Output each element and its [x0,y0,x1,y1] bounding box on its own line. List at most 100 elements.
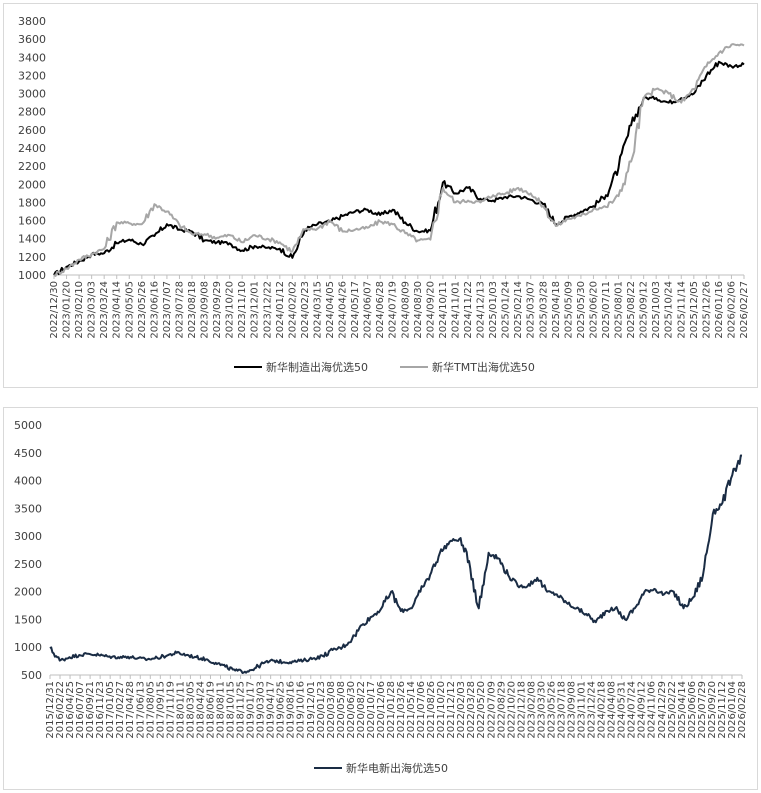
x-tick-label: 2017/06/13 [135,681,146,739]
x-tick-label: 2023/11/01 [577,681,588,739]
x-tick-label: 2024/03/15 [312,281,323,339]
x-tick-label: 2023/09/08 [567,681,578,739]
y-tick-label: 1200 [18,251,46,264]
x-tick-label: 2018/10/15 [226,681,237,739]
x-tick-label: 2023/07/28 [174,281,185,339]
x-tick-label: 2024/07/24 [627,681,638,739]
x-tick-label: 2025/06/06 [687,681,698,739]
x-tick-label: 2017/09/15 [155,681,166,739]
x-tick-label: 2023/03/03 [87,281,98,339]
x-tick-label: 2024/01/12 [275,281,286,339]
x-tick-label: 2023/09/29 [212,281,223,339]
x-tick-label: 2025/12/05 [689,281,700,339]
x-tick-label: 2023/03/30 [536,681,547,739]
series-line-1 [49,454,743,674]
legend-label: 新华电新出海优选50 [346,761,448,775]
series-line-1 [53,60,745,276]
x-tick-label: 2019/08/16 [286,681,297,739]
x-tick-label: 2024/12/29 [657,681,668,739]
x-tick-label: 2021/12/12 [446,681,457,739]
x-tick-label: 2025/12/26 [701,281,712,339]
x-tick-label: 2025/11/12 [717,681,728,739]
x-tick-label: 2020/05/08 [336,681,347,739]
x-tick-label: 2017/02/27 [115,681,126,739]
x-tick-label: 2025/09/12 [639,281,650,339]
x-tick-label: 2023/01/20 [62,281,73,339]
y-tick-label: 3600 [18,33,46,46]
x-tick-label: 2021/10/20 [436,681,447,739]
y-tick-label: 3200 [18,69,46,82]
x-tick-label: 2020/03/08 [326,681,337,739]
x-tick-label: 2023/11/10 [237,281,248,339]
y-tick-label: 1800 [18,196,46,209]
x-tick-label: 2025/02/14 [513,281,524,339]
x-tick-label: 2018/01/11 [175,681,186,739]
y-tick-label: 4500 [14,447,42,460]
y-tick-label: 2800 [18,106,46,119]
x-tick-label: 2020/08/22 [356,681,367,739]
chart-panel-2: 500 1000 1500 2000 2500 3000 3500 4000 4500 5000 2… [3,407,758,790]
x-tick-label: 2022/05/20 [476,681,487,739]
x-tick-label: 2025/09/20 [707,681,718,739]
x-tick-label: 2021/03/26 [396,681,407,739]
x-tick-label: 2021/05/14 [406,681,417,739]
x-tick-label: 2023/02/10 [74,281,85,339]
legend-label: 新华TMT出海优选50 [432,360,535,374]
x-tick-label: 2021/08/26 [426,681,437,739]
x-tick-label: 2025/07/29 [697,681,708,739]
x-tick-label: 2019/03/03 [256,681,267,739]
y-tick-label: 1000 [14,641,42,654]
x-tick-label: 2018/06/19 [205,681,216,739]
x-tick-label: 2019/06/25 [276,681,287,739]
line-chart-1: 1000 1200 1400 1600 1800 2000 2200 2400 2600 2800… [18,15,750,374]
x-tick-label: 2024/05/17 [350,281,361,339]
y-tick-label: 2000 [18,178,46,191]
x-tick-label: 2023/06/16 [149,281,160,339]
x-tick-label: 2017/01/05 [105,681,116,739]
x-tick-label: 2016/11/23 [95,681,106,739]
x-tick-label: 2025/08/22 [626,281,637,339]
y-tick-label: 3500 [14,502,42,515]
x-tick-label: 2016/07/07 [75,681,86,739]
x-tick-label: 2018/04/24 [195,681,206,739]
x-tick-label: 2022/03/28 [466,681,477,739]
y-tick-label: 2200 [18,160,46,173]
x-tick-label: 2024/05/31 [617,681,628,739]
x-tick-label: 2026/02/06 [726,281,737,339]
y-tick-label: 2500 [14,558,42,571]
y-tick-label: 3000 [18,88,46,101]
x-tick-label: 2026/01/16 [714,281,725,339]
x-tick-label: 2019/12/01 [306,681,317,739]
x-tick-label: 2024/04/08 [607,681,618,739]
x-tick-label: 2022/12/18 [516,681,527,739]
x-tick-label: 2024/09/12 [637,681,648,739]
x-tick-label: 2024/04/05 [325,281,336,339]
y-tick-label: 1600 [18,215,46,228]
x-tick-label: 2025/07/11 [601,281,612,339]
x-tick-label: 2024/08/09 [400,281,411,339]
x-tick-label: 2023/12/22 [262,281,273,339]
x-tick-label: 2016/02/22 [55,681,66,739]
x-tick-label: 2024/06/07 [363,281,374,339]
x-tick-label: 2023/07/07 [162,281,173,339]
x-tick-label: 2025/08/01 [614,281,625,339]
y-tick-label: 2000 [14,586,42,599]
x-tick-label: 2015/12/31 [45,681,56,739]
y-tick-label: 3800 [18,15,46,28]
y-tick-label: 2600 [18,124,46,137]
legend-label: 新华制造出海优选50 [266,360,368,374]
chart-panel-1: 1000 1200 1400 1600 1800 2000 2200 2400 2600 2800… [3,3,758,388]
x-tick-label: 2018/11/25 [236,681,247,739]
x-tick-label: 2018/03/05 [185,681,196,739]
x-tick-label: 2017/11/19 [165,681,176,739]
x-tick-label: 2023/12/01 [250,281,261,339]
x-tick-label: 2024/02/23 [300,281,311,339]
x-tick-label: 2024/08/30 [413,281,424,339]
x-tick-label: 2024/07/19 [388,281,399,339]
x-tick-label: 2020/12/06 [376,681,387,739]
x-tick-label: 2021/07/06 [416,681,427,739]
x-tick-label: 2025/06/20 [588,281,599,339]
x-tick-label: 2024/09/20 [425,281,436,339]
x-tick-label: 2023/07/18 [556,681,567,739]
x-tick-label: 2024/12/13 [476,281,487,339]
